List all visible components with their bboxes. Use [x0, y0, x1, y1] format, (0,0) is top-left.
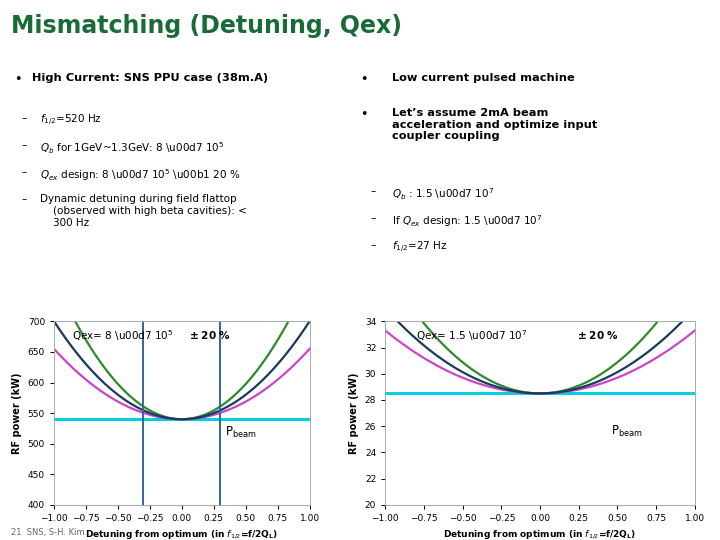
Text: –: –	[22, 113, 27, 124]
Text: •: •	[14, 73, 22, 86]
Text: Dynamic detuning during field flattop
    (observed with high beta cavities): <
: Dynamic detuning during field flattop (o…	[40, 194, 246, 227]
Y-axis label: RF power (kW): RF power (kW)	[349, 373, 359, 454]
Text: –: –	[371, 213, 376, 224]
Text: Qex= 8 \u00d7 10$^5$: Qex= 8 \u00d7 10$^5$	[72, 329, 174, 343]
X-axis label: Detuning from optimum (in $f_{1/2}$=f/2Q$_\mathregular{L}$): Detuning from optimum (in $f_{1/2}$=f/2Q…	[444, 529, 636, 540]
Text: $\bf{\pm}$ $\bf{20}$ $\bf{\%}$: $\bf{\pm}$ $\bf{20}$ $\bf{\%}$	[189, 329, 231, 341]
Text: –: –	[22, 140, 27, 151]
Text: Mismatching (Detuning, Qex): Mismatching (Detuning, Qex)	[11, 14, 402, 37]
Text: $Q_b$ for 1GeV~1.3GeV: 8 \u00d7 10$^5$: $Q_b$ for 1GeV~1.3GeV: 8 \u00d7 10$^5$	[40, 140, 224, 156]
Text: –: –	[22, 167, 27, 178]
Text: $f_{1/2}$=520 Hz: $f_{1/2}$=520 Hz	[40, 113, 102, 129]
Text: $\bf{\pm}$ $\bf{20}$ $\bf{\%}$: $\bf{\pm}$ $\bf{20}$ $\bf{\%}$	[577, 329, 619, 341]
Text: •: •	[360, 73, 367, 86]
Text: •: •	[360, 108, 367, 121]
Y-axis label: RF power (kW): RF power (kW)	[12, 373, 22, 454]
Text: P$_{\mathregular{beam}}$: P$_{\mathregular{beam}}$	[611, 424, 643, 439]
Text: –: –	[22, 194, 27, 205]
Text: If $Q_{ex}$ design: 1.5 \u00d7 10$^7$: If $Q_{ex}$ design: 1.5 \u00d7 10$^7$	[392, 213, 543, 229]
Text: P$_{\mathregular{beam}}$: P$_{\mathregular{beam}}$	[225, 425, 257, 440]
Text: Low current pulsed machine: Low current pulsed machine	[392, 73, 575, 83]
Text: –: –	[371, 240, 376, 251]
Text: –: –	[371, 186, 376, 197]
Text: $f_{1/2}$=27 Hz: $f_{1/2}$=27 Hz	[392, 240, 448, 255]
Text: $Q_b$ : 1.5 \u00d7 10$^7$: $Q_b$ : 1.5 \u00d7 10$^7$	[392, 186, 495, 202]
Text: $Q_{ex}$ design: 8 \u00d7 10$^5$ \u00b1 20 %: $Q_{ex}$ design: 8 \u00d7 10$^5$ \u00b1 …	[40, 167, 240, 183]
Text: Let’s assume 2mA beam
acceleration and optimize input
coupler coupling: Let’s assume 2mA beam acceleration and o…	[392, 108, 598, 141]
Text: 21  SNS, S-H. Kim: 21 SNS, S-H. Kim	[11, 528, 84, 537]
Text: Qex= 1.5 \u00d7 10$^7$: Qex= 1.5 \u00d7 10$^7$	[416, 329, 528, 343]
Text: High Current: SNS PPU case (38m.A): High Current: SNS PPU case (38m.A)	[32, 73, 269, 83]
X-axis label: Detuning from optimum (in $f_{1/2}$=f/2Q$_\mathregular{L}$): Detuning from optimum (in $f_{1/2}$=f/2Q…	[85, 529, 279, 540]
